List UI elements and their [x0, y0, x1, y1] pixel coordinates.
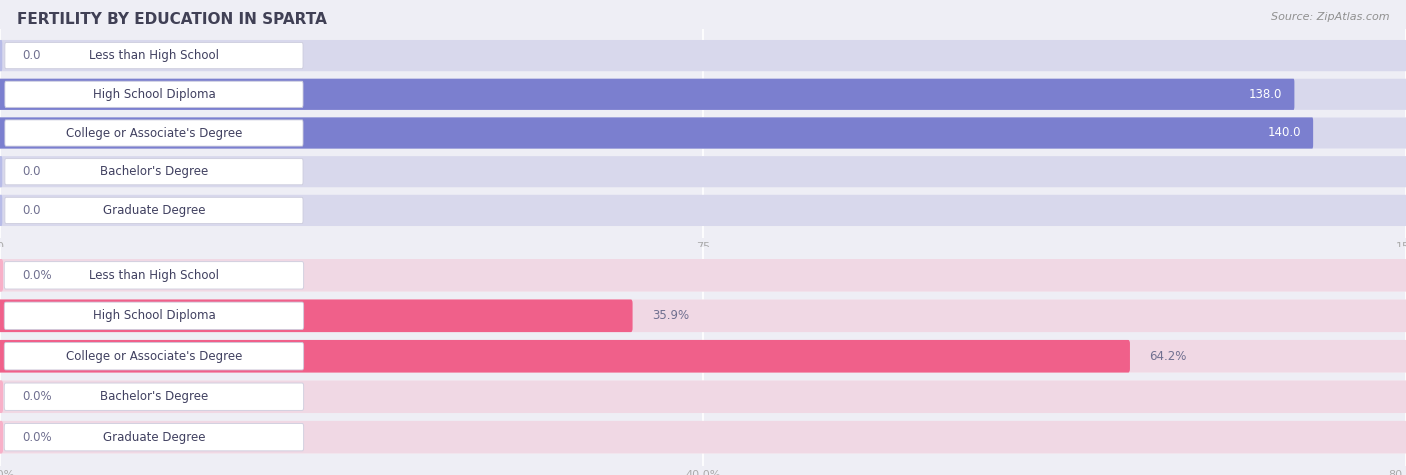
- Text: High School Diploma: High School Diploma: [93, 309, 215, 322]
- FancyBboxPatch shape: [0, 421, 3, 454]
- FancyBboxPatch shape: [0, 381, 1406, 412]
- Text: College or Associate's Degree: College or Associate's Degree: [66, 350, 242, 363]
- FancyBboxPatch shape: [4, 342, 304, 370]
- Text: 64.2%: 64.2%: [1150, 350, 1187, 363]
- FancyBboxPatch shape: [0, 340, 1130, 372]
- FancyBboxPatch shape: [4, 262, 304, 289]
- FancyBboxPatch shape: [0, 40, 1406, 71]
- FancyBboxPatch shape: [0, 156, 1406, 187]
- FancyBboxPatch shape: [4, 424, 304, 451]
- Text: College or Associate's Degree: College or Associate's Degree: [66, 126, 242, 140]
- FancyBboxPatch shape: [0, 196, 1406, 225]
- Text: Less than High School: Less than High School: [89, 269, 219, 282]
- FancyBboxPatch shape: [0, 380, 3, 413]
- Text: 0.0: 0.0: [22, 49, 41, 62]
- FancyBboxPatch shape: [0, 299, 633, 332]
- FancyBboxPatch shape: [0, 195, 3, 226]
- FancyBboxPatch shape: [0, 79, 1295, 110]
- FancyBboxPatch shape: [4, 120, 304, 146]
- FancyBboxPatch shape: [4, 81, 304, 107]
- Text: 138.0: 138.0: [1249, 88, 1282, 101]
- FancyBboxPatch shape: [4, 383, 304, 410]
- FancyBboxPatch shape: [4, 302, 304, 330]
- FancyBboxPatch shape: [0, 340, 1406, 372]
- Text: 0.0: 0.0: [22, 204, 41, 217]
- FancyBboxPatch shape: [0, 79, 1406, 110]
- FancyBboxPatch shape: [0, 341, 1406, 371]
- FancyBboxPatch shape: [0, 156, 3, 187]
- FancyBboxPatch shape: [0, 380, 1406, 413]
- FancyBboxPatch shape: [0, 259, 1406, 292]
- FancyBboxPatch shape: [0, 80, 1406, 109]
- FancyBboxPatch shape: [0, 41, 1406, 70]
- Text: Bachelor's Degree: Bachelor's Degree: [100, 390, 208, 403]
- FancyBboxPatch shape: [0, 421, 1406, 454]
- FancyBboxPatch shape: [0, 422, 1406, 453]
- Text: 35.9%: 35.9%: [652, 309, 689, 322]
- FancyBboxPatch shape: [0, 260, 1406, 291]
- Text: 0.0%: 0.0%: [22, 390, 52, 403]
- FancyBboxPatch shape: [0, 195, 1406, 226]
- Text: 0.0: 0.0: [22, 165, 41, 178]
- Text: 0.0%: 0.0%: [22, 269, 52, 282]
- FancyBboxPatch shape: [4, 159, 304, 185]
- FancyBboxPatch shape: [0, 40, 3, 71]
- Text: Bachelor's Degree: Bachelor's Degree: [100, 165, 208, 178]
- Text: 140.0: 140.0: [1268, 126, 1301, 140]
- FancyBboxPatch shape: [0, 117, 1406, 149]
- FancyBboxPatch shape: [0, 117, 1313, 149]
- Text: Source: ZipAtlas.com: Source: ZipAtlas.com: [1271, 12, 1389, 22]
- FancyBboxPatch shape: [4, 197, 304, 223]
- FancyBboxPatch shape: [0, 259, 3, 292]
- FancyBboxPatch shape: [0, 157, 1406, 186]
- Text: Graduate Degree: Graduate Degree: [103, 431, 205, 444]
- Text: High School Diploma: High School Diploma: [93, 88, 215, 101]
- FancyBboxPatch shape: [0, 300, 1406, 331]
- FancyBboxPatch shape: [0, 299, 1406, 332]
- Text: Less than High School: Less than High School: [89, 49, 219, 62]
- Text: Graduate Degree: Graduate Degree: [103, 204, 205, 217]
- FancyBboxPatch shape: [0, 118, 1406, 148]
- Text: 0.0%: 0.0%: [22, 431, 52, 444]
- Text: FERTILITY BY EDUCATION IN SPARTA: FERTILITY BY EDUCATION IN SPARTA: [17, 12, 326, 27]
- FancyBboxPatch shape: [4, 43, 304, 69]
